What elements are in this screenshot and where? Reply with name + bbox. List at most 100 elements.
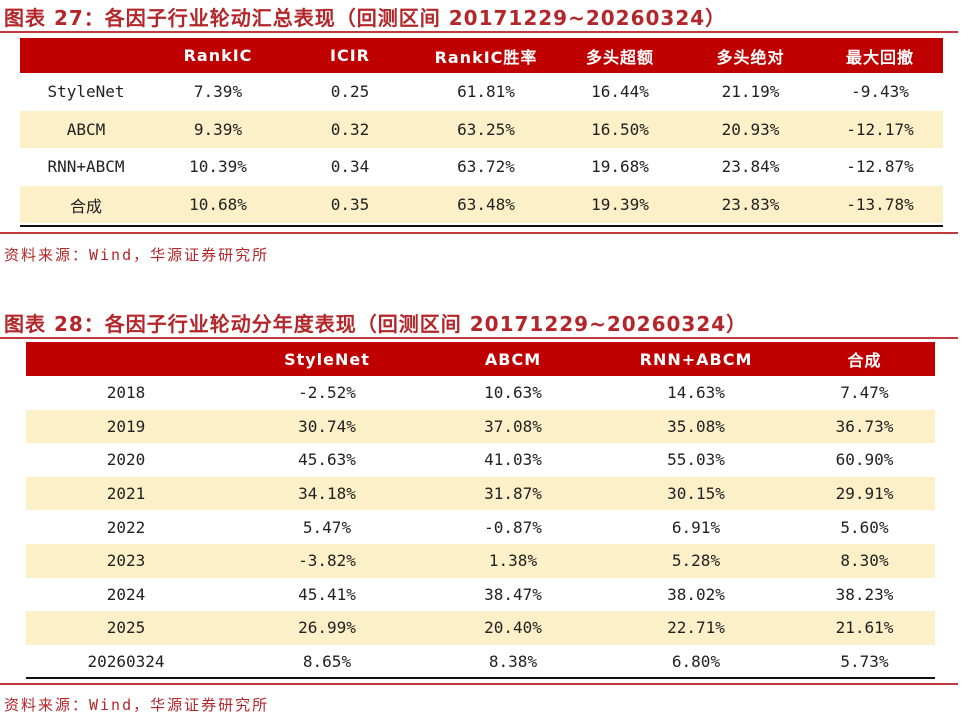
table-cell: 6.80% — [598, 644, 794, 679]
title-divider — [0, 337, 958, 339]
table-cell: 19.68% — [556, 148, 684, 186]
figure-27-table: RankIC ICIR RankIC胜率 多头超额 多头绝对 最大回撤 Styl… — [20, 38, 943, 224]
table-row: 合成 10.68% 0.35 63.48% 19.39% 23.83% -13.… — [20, 185, 943, 224]
table-cell: 20.40% — [428, 611, 598, 645]
table-cell: 0.32 — [284, 110, 416, 149]
table-cell: 8.38% — [428, 644, 598, 679]
header-icir: ICIR — [284, 38, 416, 73]
table-cell: 63.48% — [416, 185, 556, 224]
row-label: 2021 — [26, 476, 226, 511]
table-cell: 45.41% — [226, 577, 428, 612]
table-row: 2020 45.63% 41.03% 55.03% 60.90% — [26, 443, 935, 477]
table-cell: 55.03% — [598, 443, 794, 477]
table-cell: 5.73% — [794, 644, 935, 679]
row-label: RNN+ABCM — [20, 148, 152, 186]
table-cell: 7.47% — [794, 376, 935, 410]
row-label: 2022 — [26, 510, 226, 544]
table-cell: 5.28% — [598, 543, 794, 578]
table-cell: 60.90% — [794, 443, 935, 477]
table-cell: 5.60% — [794, 510, 935, 544]
row-label: 2024 — [26, 577, 226, 612]
table-row: 2025 26.99% 20.40% 22.71% 21.61% — [26, 611, 935, 645]
table-cell: -3.82% — [226, 543, 428, 578]
table-cell: -9.43% — [817, 73, 943, 111]
header-rnn-abcm: RNN+ABCM — [598, 342, 794, 376]
table-cell: -12.17% — [817, 110, 943, 149]
table-cell: 14.63% — [598, 376, 794, 410]
table-cell: 8.30% — [794, 543, 935, 578]
row-label: 2018 — [26, 376, 226, 410]
table-cell: 37.08% — [428, 409, 598, 444]
table-cell: 1.38% — [428, 543, 598, 578]
figure-28-source: 资料来源：Wind，华源证券研究所 — [4, 696, 270, 714]
header-rankic-winrate: RankIC胜率 — [416, 38, 556, 73]
table-cell: 38.02% — [598, 577, 794, 612]
header-rankic: RankIC — [152, 38, 284, 73]
row-label: 2025 — [26, 611, 226, 645]
table-header-row: StyleNet ABCM RNN+ABCM 合成 — [26, 342, 935, 376]
row-label: 20260324 — [26, 644, 226, 679]
table-cell: 41.03% — [428, 443, 598, 477]
table-cell: 8.65% — [226, 644, 428, 679]
table-cell: 29.91% — [794, 476, 935, 511]
table-cell: 30.15% — [598, 476, 794, 511]
table-cell: 21.61% — [794, 611, 935, 645]
table-cell: 10.63% — [428, 376, 598, 410]
header-long-absolute: 多头绝对 — [684, 38, 817, 73]
row-label: StyleNet — [20, 73, 152, 111]
figure-28-title: 图表 28：各因子行业轮动分年度表现（回测区间 20171229~2026032… — [4, 312, 748, 336]
table-cell: 31.87% — [428, 476, 598, 511]
row-label: 2020 — [26, 443, 226, 477]
table-cell: 61.81% — [416, 73, 556, 111]
table-bottom-border — [20, 225, 943, 227]
row-label: 2023 — [26, 543, 226, 578]
table-cell: 36.73% — [794, 409, 935, 444]
table-row: 2021 34.18% 31.87% 30.15% 29.91% — [26, 476, 935, 511]
table-cell: 26.99% — [226, 611, 428, 645]
table-cell: 20.93% — [684, 110, 817, 149]
table-cell: 45.63% — [226, 443, 428, 477]
table-row: RNN+ABCM 10.39% 0.34 63.72% 19.68% 23.84… — [20, 148, 943, 186]
row-label: ABCM — [20, 110, 152, 149]
table-row: StyleNet 7.39% 0.25 61.81% 16.44% 21.19%… — [20, 73, 943, 111]
table-row: 2022 5.47% -0.87% 6.91% 5.60% — [26, 510, 935, 544]
table-row: ABCM 9.39% 0.32 63.25% 16.50% 20.93% -12… — [20, 110, 943, 149]
figure-27-title: 图表 27：各因子行业轮动汇总表现（回测区间 20171229~20260324… — [4, 6, 727, 30]
title-divider — [0, 31, 958, 33]
table-cell: 63.72% — [416, 148, 556, 186]
table-header-row: RankIC ICIR RankIC胜率 多头超额 多头绝对 最大回撤 — [20, 38, 943, 73]
table-cell: 6.91% — [598, 510, 794, 544]
table-cell: 38.23% — [794, 577, 935, 612]
table-cell: 19.39% — [556, 185, 684, 224]
table-row: 2024 45.41% 38.47% 38.02% 38.23% — [26, 577, 935, 612]
table-cell: 7.39% — [152, 73, 284, 111]
table-cell: 0.25 — [284, 73, 416, 111]
header-cell — [20, 38, 152, 73]
table-cell: 34.18% — [226, 476, 428, 511]
table-cell: 0.35 — [284, 185, 416, 224]
table-row: 20260324 8.65% 8.38% 6.80% 5.73% — [26, 644, 935, 679]
table-cell: 16.44% — [556, 73, 684, 111]
row-label: 合成 — [20, 185, 152, 224]
source-divider — [0, 232, 958, 234]
table-cell: 9.39% — [152, 110, 284, 149]
table-cell: -12.87% — [817, 148, 943, 186]
table-cell: 22.71% — [598, 611, 794, 645]
table-row: 2023 -3.82% 1.38% 5.28% 8.30% — [26, 543, 935, 578]
source-divider — [0, 683, 958, 685]
table-cell: 30.74% — [226, 409, 428, 444]
table-cell: -0.87% — [428, 510, 598, 544]
table-cell: 10.68% — [152, 185, 284, 224]
header-cell — [26, 342, 226, 376]
figure-28-table: StyleNet ABCM RNN+ABCM 合成 2018 -2.52% 10… — [26, 342, 935, 679]
table-cell: 38.47% — [428, 577, 598, 612]
table-cell: -13.78% — [817, 185, 943, 224]
table-cell: 5.47% — [226, 510, 428, 544]
header-max-drawdown: 最大回撤 — [817, 38, 943, 73]
table-cell: 23.84% — [684, 148, 817, 186]
table-cell: 10.39% — [152, 148, 284, 186]
table-cell: -2.52% — [226, 376, 428, 410]
table-cell: 23.83% — [684, 185, 817, 224]
row-label: 2019 — [26, 409, 226, 444]
table-cell: 0.34 — [284, 148, 416, 186]
